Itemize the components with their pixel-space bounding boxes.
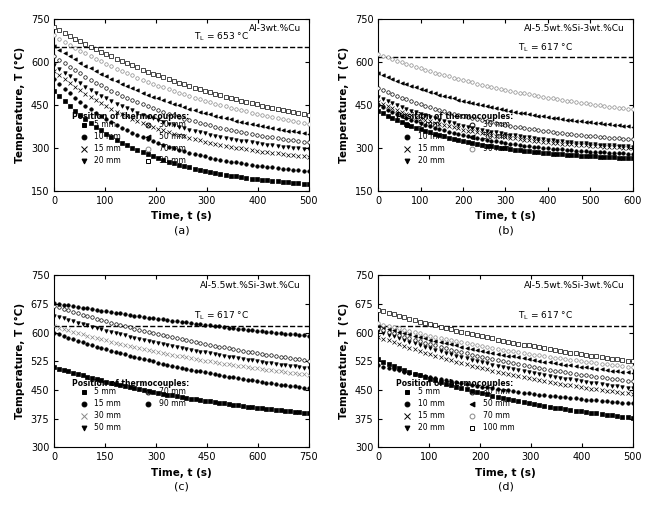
X-axis label: Time, t (s): Time, t (s)	[475, 468, 536, 478]
Text: 50 mm: 50 mm	[482, 133, 509, 141]
Text: 30 mm: 30 mm	[94, 411, 121, 420]
Text: 100 mm: 100 mm	[482, 423, 514, 432]
Text: (a): (a)	[173, 226, 189, 236]
Y-axis label: Temperature, T (°C): Temperature, T (°C)	[15, 303, 25, 420]
Text: T$_\mathregular{L}$ = 617 °C: T$_\mathregular{L}$ = 617 °C	[518, 41, 574, 54]
Text: 70 mm: 70 mm	[158, 387, 185, 396]
Text: (c): (c)	[174, 482, 189, 492]
Text: T$_\mathregular{L}$ = 617 °C: T$_\mathregular{L}$ = 617 °C	[518, 309, 574, 322]
X-axis label: Time, t (s): Time, t (s)	[151, 468, 212, 478]
Text: 5 mm: 5 mm	[418, 387, 440, 396]
Text: 20 mm: 20 mm	[418, 156, 444, 166]
Text: Position of thermocouples:: Position of thermocouples:	[72, 112, 189, 121]
Text: 70 mm: 70 mm	[158, 144, 185, 153]
Text: 5 mm: 5 mm	[94, 387, 116, 396]
Text: (d): (d)	[497, 482, 513, 492]
Text: 90 mm: 90 mm	[158, 156, 185, 166]
X-axis label: Time, t (s): Time, t (s)	[475, 211, 536, 221]
Text: Al-5.5wt.%Si-3wt.%Cu: Al-5.5wt.%Si-3wt.%Cu	[200, 280, 301, 290]
Text: Position of thermocouples:: Position of thermocouples:	[72, 378, 189, 388]
Text: 30 mm: 30 mm	[482, 387, 509, 396]
Text: Position of thermocouples:: Position of thermocouples:	[396, 112, 513, 121]
Text: 10 mm: 10 mm	[94, 133, 120, 141]
Text: 90 mm: 90 mm	[158, 399, 185, 408]
Text: Al-5.5wt.%Si-3wt.%Cu: Al-5.5wt.%Si-3wt.%Cu	[524, 280, 625, 290]
Y-axis label: Temperature, T (°C): Temperature, T (°C)	[339, 303, 349, 420]
Text: 30 mm: 30 mm	[482, 120, 509, 130]
Text: Position of thermocouples:: Position of thermocouples:	[396, 378, 513, 388]
Text: 20 mm: 20 mm	[94, 156, 120, 166]
Y-axis label: Temperature, T (°C): Temperature, T (°C)	[339, 47, 349, 163]
Text: 50 mm: 50 mm	[158, 133, 185, 141]
Text: 15 mm: 15 mm	[94, 144, 120, 153]
Text: 70 mm: 70 mm	[482, 411, 509, 420]
Text: 10 mm: 10 mm	[418, 133, 444, 141]
Text: 10 mm: 10 mm	[418, 399, 444, 408]
Text: 50 mm: 50 mm	[482, 399, 509, 408]
X-axis label: Time, t (s): Time, t (s)	[151, 211, 212, 221]
Y-axis label: Temperature, T (°C): Temperature, T (°C)	[15, 47, 25, 163]
Text: 90 mm: 90 mm	[482, 144, 509, 153]
Text: 15 mm: 15 mm	[94, 399, 120, 408]
Text: 20 mm: 20 mm	[418, 423, 444, 432]
Text: (b): (b)	[497, 226, 513, 236]
Text: 50 mm: 50 mm	[94, 423, 121, 432]
Text: T$_\mathregular{L}$ = 653 °C: T$_\mathregular{L}$ = 653 °C	[194, 31, 249, 43]
Text: 5 mm: 5 mm	[94, 120, 116, 130]
Text: 15 mm: 15 mm	[418, 144, 444, 153]
Text: 30 mm: 30 mm	[158, 120, 185, 130]
Text: 15 mm: 15 mm	[418, 411, 444, 420]
Text: 5 mm: 5 mm	[418, 120, 440, 130]
Text: Al-3wt.%Cu: Al-3wt.%Cu	[249, 24, 301, 33]
Text: T$_\mathregular{L}$ = 617 °C: T$_\mathregular{L}$ = 617 °C	[194, 309, 249, 322]
Text: Al-5.5wt.%Si-3wt.%Cu: Al-5.5wt.%Si-3wt.%Cu	[524, 24, 625, 33]
